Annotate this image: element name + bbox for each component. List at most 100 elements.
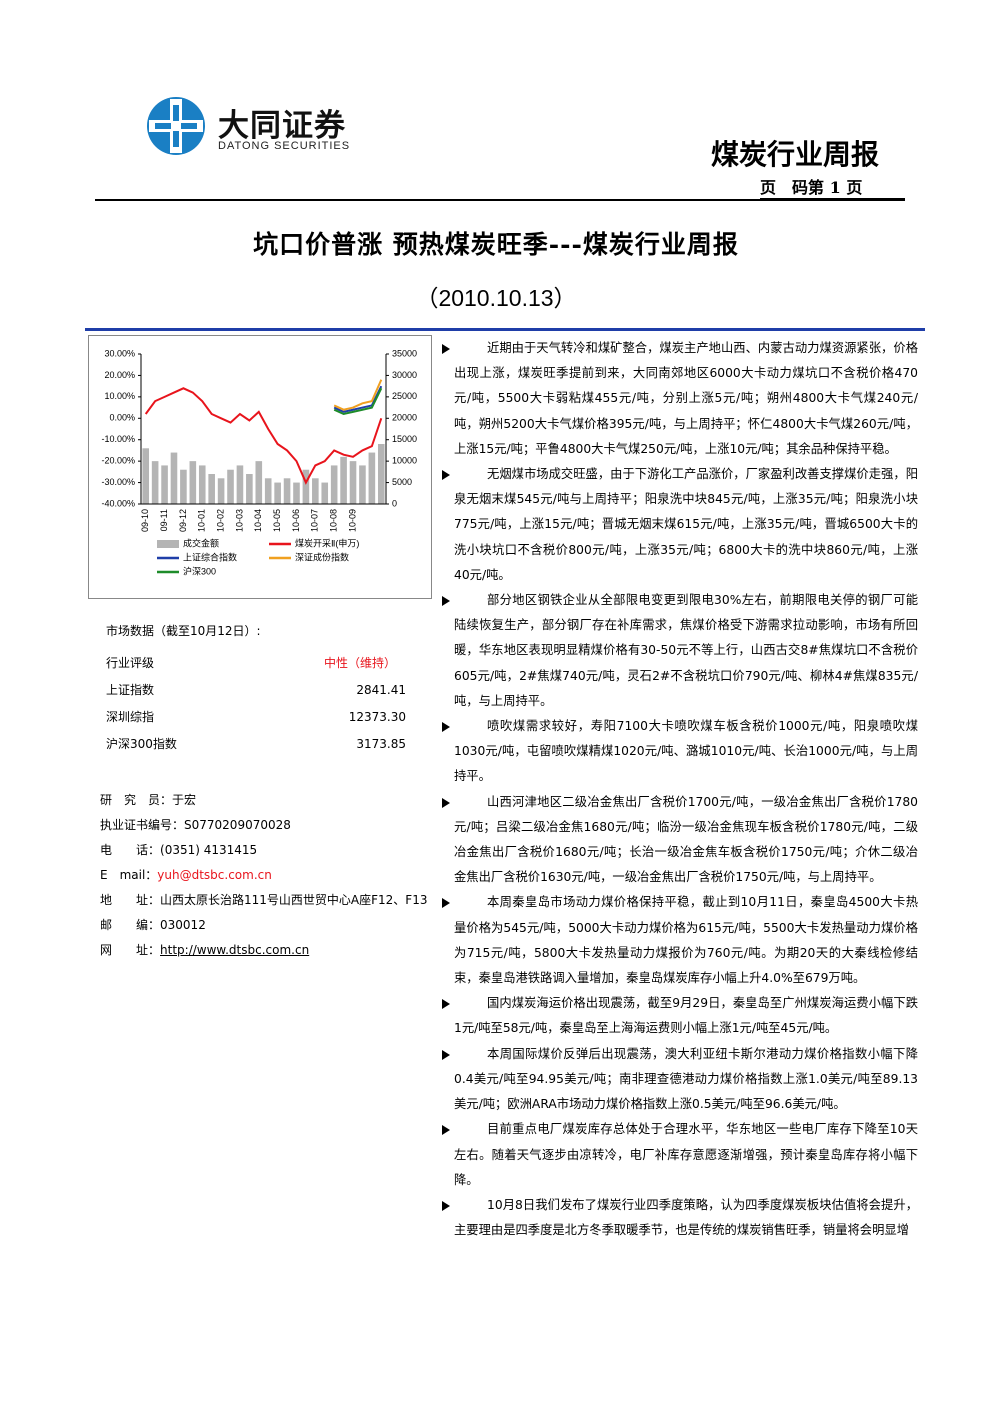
bar: [349, 461, 357, 504]
bar: [330, 465, 338, 504]
market-data: 市场数据（截至10月12日）: 行业评级 中性（维持） 上证指数 2841.41 深圳综…: [106, 622, 416, 757]
bar: [321, 482, 329, 504]
paragraph: 无烟煤市场成交旺盛，由于下游化工产品涨价，厂家盈利改善支撑煤价走强，阳泉无烟末煤…: [440, 462, 918, 588]
bar: [180, 469, 187, 504]
bar: [312, 478, 319, 504]
bar: [170, 452, 178, 504]
bar: [142, 448, 150, 504]
bar: [293, 482, 300, 504]
x-tick-label: 10-03: [234, 509, 244, 532]
contact-label: 研 究 员：: [100, 793, 173, 807]
y2-tick-label: 5000: [392, 477, 412, 487]
contact-value: 030012: [160, 918, 206, 932]
bullets: 近期由于天气转冷和煤矿整合，煤炭主产地山西、内蒙古动力煤资源紧张，价格出现上涨，…: [440, 336, 918, 1243]
series-line: [333, 379, 383, 411]
y2-tick-label: 25000: [392, 391, 417, 401]
x-tick-label: 09-12: [178, 509, 188, 532]
contact-row: E mail：yuh@dtsbc.com.cn: [100, 863, 440, 888]
brand: 大同证券: [218, 108, 346, 144]
y2-tick-label: 10000: [392, 456, 417, 466]
bar: [189, 461, 197, 504]
bar: [377, 444, 385, 504]
paragraph: 本周秦皇岛市场动力煤价格保持平稳，截止到10月11日，秦皇岛4500大卡热量价格…: [440, 890, 918, 991]
paragraph: 目前重点电厂煤炭库存总体处于合理水平，华东地区一些电厂库存下降至10天左右。随着…: [440, 1117, 918, 1193]
x-tick-label: 10-07: [310, 509, 320, 532]
bar: [151, 461, 159, 504]
bar: [264, 478, 272, 504]
contact-value: 山西太原长治路111号山西世贸中心A座F12、F13: [160, 893, 428, 907]
market-value: 3173.85: [356, 736, 406, 751]
market-row: 上证指数 2841.41: [106, 676, 416, 703]
bar: [246, 474, 253, 504]
contacts: 研 究 员：于宏 执业证书编号：S0770209070028 电 话：(0351) …: [100, 788, 440, 963]
x-tick-label: 10-06: [291, 509, 301, 532]
y-tick-label: 0.00%: [109, 413, 135, 423]
contact-value[interactable]: http://www.dtsbc.com.cn: [160, 943, 310, 957]
market-heading: 市场数据（截至10月12日）:: [106, 624, 261, 638]
contact-row: 执业证书编号：S0770209070028: [100, 813, 440, 838]
page-label: 页 码第: [760, 178, 825, 197]
series-line: [144, 387, 383, 485]
market-value: 2841.41: [356, 682, 406, 697]
brand-en: DATONG SECURITIES: [218, 140, 351, 152]
bar: [274, 482, 281, 504]
market-label: 沪深300指数: [106, 737, 177, 751]
paragraph: 国内煤炭海运价格出现震荡，截至9月29日，秦皇岛至广州煤炭海运费小幅下跌1元/吨…: [440, 991, 918, 1041]
x-tick-label: 10-04: [253, 509, 263, 532]
y2-tick-label: 35000: [392, 348, 417, 358]
y-tick-label: -10.00%: [101, 434, 135, 444]
legend-label: 上证综合指数: [183, 551, 237, 562]
contact-label: E mail：: [100, 868, 158, 882]
paragraph: 近期由于天气转冷和煤矿整合，煤炭主产地山西、内蒙古动力煤资源紧张，价格出现上涨，…: [440, 336, 918, 462]
page-unit: 页: [846, 178, 863, 197]
contact-value: S0770209070028: [184, 818, 291, 832]
bar: [161, 465, 168, 504]
bar: [198, 465, 206, 504]
bar: [340, 456, 347, 504]
title: 坑口价普涨 预热煤炭旺季---煤炭行业周报: [253, 230, 739, 259]
y2-tick-label: 20000: [392, 413, 417, 423]
bar: [227, 469, 234, 504]
contact-label: 电 话：: [100, 843, 161, 857]
y2-tick-label: 15000: [392, 434, 417, 444]
x-tick-label: 10-02: [215, 509, 225, 532]
report-type: 煤炭行业周报: [710, 138, 879, 171]
x-tick-label: 10-09: [347, 509, 357, 532]
x-tick-label: 10-05: [272, 509, 282, 532]
contact-row: 邮 编：030012: [100, 913, 440, 938]
market-row: 沪深300指数 3173.85: [106, 730, 416, 757]
market-row: 深圳综指 12373.30: [106, 703, 416, 730]
market-value: 中性（维持）: [323, 656, 396, 670]
y-tick-label: -30.00%: [101, 477, 135, 487]
y-tick-label: 10.00%: [104, 391, 135, 401]
date: （2010.10.13）: [415, 285, 577, 311]
bar: [208, 474, 215, 504]
contact-label: 邮 编：: [100, 918, 161, 932]
y-tick-label: -20.00%: [101, 456, 135, 466]
y2-tick-label: 30000: [392, 370, 417, 380]
contact-row: 网 址：http://www.dtsbc.com.cn: [100, 938, 440, 963]
market-label: 深圳综指: [106, 710, 155, 724]
contact-value[interactable]: yuh@dtsbc.com.cn: [157, 868, 272, 882]
contact-label: 执业证书编号：: [100, 818, 185, 832]
legend-label: 成交金额: [183, 537, 219, 548]
contact-row: 研 究 员：于宏: [100, 788, 440, 813]
y2-tick-label: 0: [392, 498, 397, 508]
bar: [368, 452, 376, 504]
bar: [283, 478, 291, 504]
market-label: 行业评级: [106, 656, 155, 670]
bar: [236, 465, 244, 504]
rule: [85, 328, 925, 331]
contact-label: 网 址：: [100, 943, 161, 957]
page-number: 页 码第 1 页: [760, 174, 905, 199]
contact-row: 地 址：山西太原长治路111号山西世贸中心A座F12、F13: [100, 888, 440, 913]
paragraph: 本周国际煤价反弹后出现震荡，澳大利亚纽卡斯尔港动力煤价格指数小幅下降0.4美元/…: [440, 1042, 918, 1118]
legend-label: 深证成份指数: [295, 551, 349, 562]
contact-label: 地 址：: [100, 893, 161, 907]
y-tick-label: -40.00%: [101, 498, 135, 508]
x-tick-label: 10-08: [329, 509, 339, 532]
contact-value: (0351) 4131415: [160, 843, 258, 857]
bar: [255, 461, 263, 504]
logo: [147, 97, 205, 155]
x-tick-label: 10-01: [197, 509, 207, 532]
